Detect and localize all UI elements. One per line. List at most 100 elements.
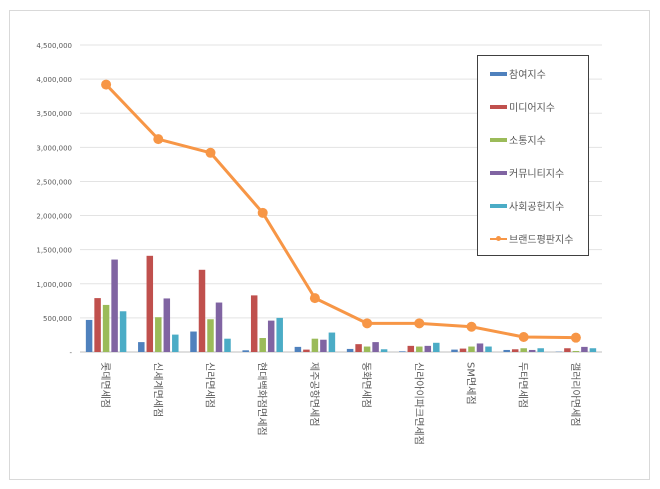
x-tick-label: 신라면세점 xyxy=(204,362,216,408)
legend-item: 커뮤니티지수 xyxy=(490,165,564,180)
bar-1 xyxy=(303,349,310,352)
legend-line-swatch xyxy=(490,235,507,241)
bar-1 xyxy=(250,295,258,352)
bar-0 xyxy=(346,348,354,352)
legend-item: 참여지수 xyxy=(490,66,546,81)
bar-0 xyxy=(399,351,406,352)
bar-3 xyxy=(528,349,536,352)
bar-1 xyxy=(94,298,101,352)
x-tick-label: 두타면세점 xyxy=(517,362,529,408)
bar-2 xyxy=(102,304,110,352)
brand-point xyxy=(466,321,477,332)
y-tick-label: 500,000 xyxy=(43,315,72,323)
brand-point xyxy=(570,332,581,343)
brand-point xyxy=(414,318,425,329)
bar-1 xyxy=(355,344,362,352)
bar-2 xyxy=(468,346,475,352)
bar-3 xyxy=(163,298,171,352)
bar-2 xyxy=(572,350,580,352)
legend-label: 커뮤니티지수 xyxy=(509,169,565,180)
bar-2 xyxy=(207,319,214,352)
bar-3 xyxy=(320,339,327,352)
legend-item: 브랜드평판지수 xyxy=(490,231,573,246)
legend-swatch xyxy=(490,203,507,208)
bar-0 xyxy=(451,349,458,352)
bar-3 xyxy=(267,320,275,352)
chart-frame xyxy=(9,10,650,480)
bar-2 xyxy=(416,346,423,352)
bar-3 xyxy=(111,259,118,352)
bar-1 xyxy=(198,269,206,352)
legend-item: 미디어지수 xyxy=(490,99,555,114)
bar-2 xyxy=(155,317,162,352)
bar-0 xyxy=(85,319,93,352)
bar-0 xyxy=(138,342,145,352)
x-tick-label: 현대백화점면세점 xyxy=(256,362,268,436)
brand-line xyxy=(105,83,576,340)
bar-4 xyxy=(172,334,179,352)
y-tick-label: 2,500,000 xyxy=(36,178,72,186)
bar-1 xyxy=(564,348,571,352)
legend: 참여지수 미디어지수 소통지수 커뮤니티지수 사회공헌지수 브랜드평판지수 xyxy=(477,55,589,256)
bar-2 xyxy=(311,338,319,352)
x-tick-label: 갤러리아면세점 xyxy=(569,362,581,426)
bar-3 xyxy=(424,345,432,352)
bar-2 xyxy=(259,338,266,352)
bar-4 xyxy=(328,332,336,352)
bar-4 xyxy=(380,349,388,352)
legend-swatch xyxy=(490,137,507,142)
y-tick-label: - xyxy=(69,349,72,357)
legend-label: 참여지수 xyxy=(509,70,546,81)
bar-4 xyxy=(485,346,492,352)
x-tick-label: 롯데면세점 xyxy=(99,362,111,408)
bar-4 xyxy=(537,348,544,352)
bar-4 xyxy=(224,338,231,352)
bar-4 xyxy=(589,348,597,352)
bar-2 xyxy=(520,348,527,352)
legend-item: 소통지수 xyxy=(490,132,546,147)
bar-0 xyxy=(242,350,249,352)
legend-swatch xyxy=(490,104,507,109)
bar-1 xyxy=(146,255,154,352)
brand-point xyxy=(518,331,529,342)
bar-2 xyxy=(363,346,371,352)
legend-label: 브랜드평판지수 xyxy=(509,235,574,246)
bar-4 xyxy=(276,317,283,352)
y-tick-label: 3,000,000 xyxy=(36,144,72,152)
bar-3 xyxy=(372,342,379,352)
bar-4 xyxy=(433,342,440,352)
bar-0 xyxy=(190,331,197,352)
legend-label: 소통지수 xyxy=(509,136,546,147)
x-tick-label: 동화면세점 xyxy=(360,362,372,408)
y-tick-label: 4,500,000 xyxy=(36,42,72,50)
bar-1 xyxy=(407,345,415,352)
y-tick-label: 1,500,000 xyxy=(36,247,72,255)
legend-label: 사회공헌지수 xyxy=(509,202,565,213)
y-tick-label: 2,000,000 xyxy=(36,213,72,221)
brand-point xyxy=(153,134,164,145)
legend-item: 사회공헌지수 xyxy=(490,198,564,213)
bar-1 xyxy=(459,348,467,352)
bar-3 xyxy=(581,346,588,352)
brand-point xyxy=(309,293,320,304)
x-tick-label: 제주공항면세점 xyxy=(308,362,320,426)
x-tick-label: 신세계면세점 xyxy=(151,362,163,417)
legend-swatch xyxy=(490,71,507,76)
y-tick-label: 4,000,000 xyxy=(36,76,72,84)
y-tick-label: 3,500,000 xyxy=(36,110,72,118)
brand-point xyxy=(257,207,268,218)
x-tick-label: 신라아이파크면세점 xyxy=(412,362,424,445)
brand-point xyxy=(101,79,112,90)
bar-1 xyxy=(511,349,519,352)
bar-0 xyxy=(503,349,510,352)
y-tick-label: 1,000,000 xyxy=(36,281,72,289)
legend-swatch xyxy=(490,170,507,175)
brand-point xyxy=(205,147,216,158)
x-tick-label: SM면세점 xyxy=(465,362,477,405)
legend-label: 미디어지수 xyxy=(509,103,555,114)
bar-0 xyxy=(294,346,302,352)
bar-3 xyxy=(476,343,484,352)
bar-4 xyxy=(119,311,127,352)
brand-point xyxy=(362,318,373,329)
